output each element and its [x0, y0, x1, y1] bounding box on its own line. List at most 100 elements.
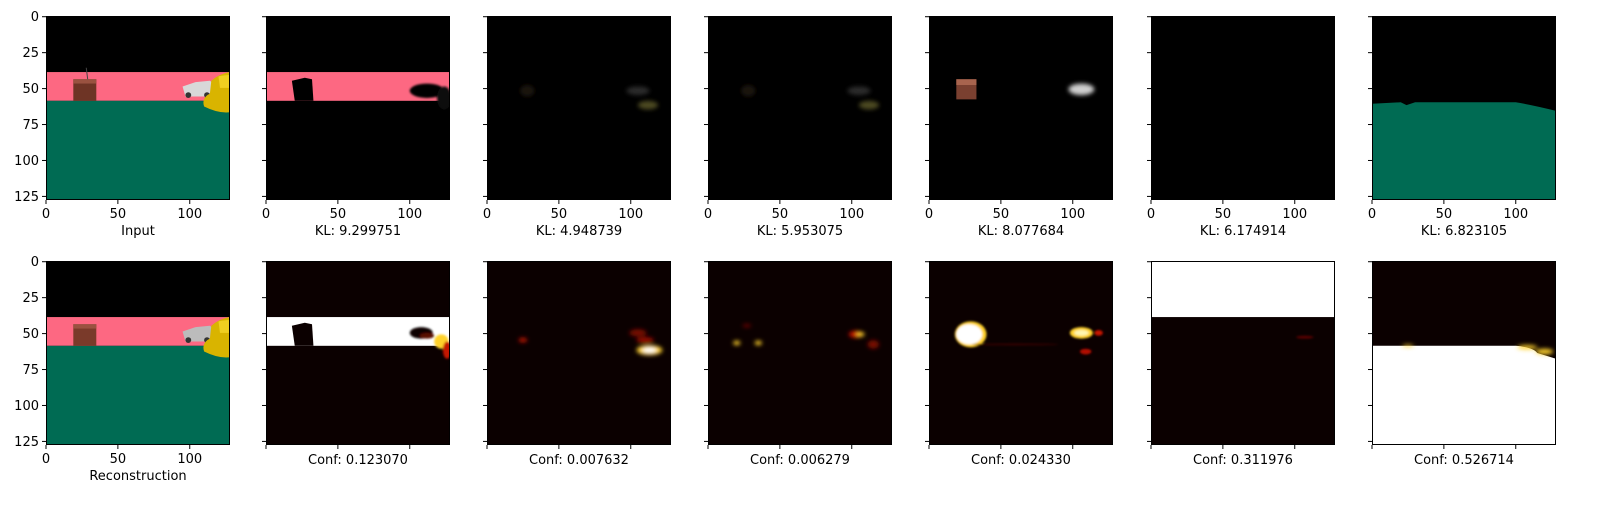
image-blob — [1296, 335, 1314, 339]
image-blob — [733, 340, 741, 346]
panel-frame — [46, 261, 230, 445]
car-blob — [1068, 83, 1095, 96]
car-wheel — [185, 92, 192, 98]
object-shadow — [409, 83, 450, 110]
object-conf — [518, 329, 663, 356]
y-tick-label: 25 — [22, 46, 39, 61]
panel-image — [46, 16, 230, 200]
floor-region — [1372, 102, 1556, 200]
panel-frame — [929, 261, 1113, 445]
image-blob — [1079, 348, 1092, 355]
image-blob — [1535, 348, 1554, 355]
x-tick-label: 100 — [1282, 207, 1307, 222]
image-blob — [741, 85, 756, 97]
x-tick-label: 0 — [42, 452, 50, 467]
panel-label: Conf: 0.007632 — [529, 453, 629, 468]
panel-image — [929, 16, 1113, 200]
y-tick-label: 50 — [22, 82, 39, 97]
panel-label: Conf: 0.024330 — [971, 453, 1071, 468]
panel-frame — [266, 261, 450, 445]
panel-bottom_row-4 — [929, 261, 1113, 445]
panel-image — [487, 16, 671, 200]
y-tick-label: 75 — [22, 363, 39, 378]
image-blob — [1094, 330, 1103, 336]
panel-label: Input — [121, 224, 155, 239]
sky-conf — [1151, 261, 1335, 318]
image-blob — [637, 100, 659, 110]
y-tick-label: 100 — [14, 399, 39, 414]
x-tick-label: 0 — [262, 207, 270, 222]
faint-objects — [520, 85, 659, 110]
object-conf — [733, 323, 880, 349]
x-tick-label: 0 — [483, 207, 491, 222]
image-blob — [1068, 83, 1095, 96]
panel-label: Conf: 0.311976 — [1193, 453, 1293, 468]
panel-frame — [708, 16, 892, 200]
x-tick-label: 50 — [772, 207, 789, 222]
box-antenna — [85, 67, 89, 80]
y-tick-label: 100 — [14, 154, 39, 169]
x-tick-label: 50 — [110, 207, 127, 222]
image-blob — [1402, 344, 1414, 347]
object-conf — [409, 327, 450, 359]
panel-frame — [1372, 261, 1556, 445]
panel-image — [487, 261, 671, 445]
box-silhouette — [291, 322, 314, 346]
background — [487, 16, 671, 200]
panel-image — [708, 16, 892, 200]
background — [929, 16, 1113, 200]
x-tick-label: 100 — [177, 452, 202, 467]
image-blob — [847, 86, 871, 96]
x-tick-label: 100 — [1060, 207, 1085, 222]
image-blob — [437, 86, 450, 110]
panel-image — [708, 261, 892, 445]
panel-label: KL: 6.823105 — [1421, 224, 1507, 239]
image-blob — [956, 324, 983, 345]
image-blob — [518, 337, 528, 343]
background — [1151, 16, 1335, 200]
panel-frame — [487, 261, 671, 445]
panel-image — [1372, 16, 1556, 200]
x-tick-label: 100 — [1503, 207, 1528, 222]
floor-region — [46, 345, 230, 445]
x-tick-label: 50 — [993, 207, 1010, 222]
box-silhouette — [291, 77, 314, 101]
y-tick-label: 0 — [31, 10, 39, 25]
y-tick-label: 125 — [14, 190, 39, 205]
x-tick-label: 0 — [925, 207, 933, 222]
panel-label: KL: 6.174914 — [1200, 224, 1286, 239]
panel-frame — [929, 16, 1113, 200]
image-blob — [626, 86, 650, 96]
panel-frame — [708, 261, 892, 445]
panel-label: Conf: 0.526714 — [1414, 453, 1514, 468]
background — [266, 16, 450, 200]
x-tick-label: 50 — [1215, 207, 1232, 222]
image-blob — [754, 340, 762, 346]
panel-top_row-3 — [708, 16, 892, 200]
image-blob — [409, 83, 445, 98]
image-blob — [419, 332, 435, 339]
panel-frame — [1372, 16, 1556, 200]
background — [266, 261, 450, 445]
x-tick-label: 0 — [1368, 207, 1376, 222]
panel-label: KL: 5.953075 — [757, 224, 843, 239]
y-tick-label: 125 — [14, 435, 39, 450]
hand-highlight — [218, 74, 230, 88]
faint-objects — [741, 85, 880, 110]
panel-label: Reconstruction — [89, 469, 186, 484]
image-blob — [742, 323, 752, 328]
x-tick-label: 0 — [704, 207, 712, 222]
edge-conf — [1402, 344, 1554, 355]
box-object — [73, 79, 97, 101]
panel-image — [1151, 16, 1335, 200]
panel-label: Conf: 0.006279 — [750, 453, 850, 468]
box-top — [956, 79, 977, 85]
panel-top_row-6 — [1372, 16, 1556, 200]
image-blob — [867, 340, 880, 349]
background — [708, 16, 892, 200]
image-blob — [520, 85, 535, 97]
panel-bottom_row-6 — [1372, 261, 1556, 445]
x-tick-label: 50 — [1436, 207, 1453, 222]
panel-image — [266, 261, 450, 445]
